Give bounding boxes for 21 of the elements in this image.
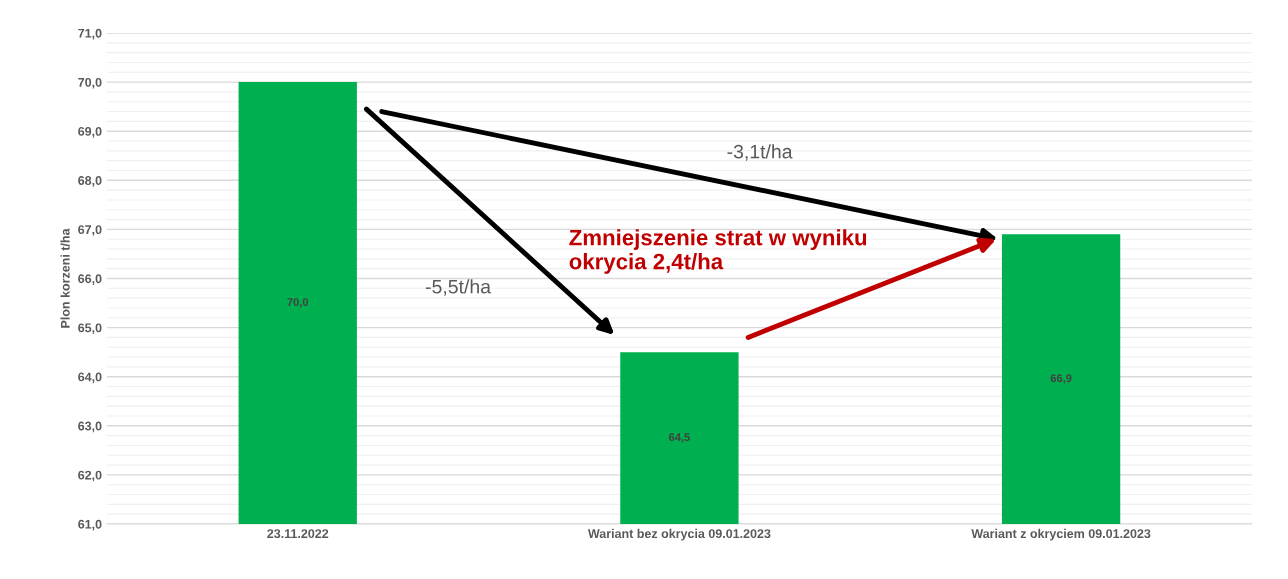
y-tick-label: 65,0 (78, 323, 102, 335)
data-label: 64,5 (669, 433, 690, 443)
y-tick-label: 68,0 (78, 176, 102, 187)
y-axis-title: Plon korzeni t/ha (60, 228, 70, 328)
annotation: Zmniejszenie strat w wyniku okrycia 2,4t/ha (569, 229, 867, 274)
x-tick-label: Wariant z okryciem 09.01.2023 (971, 528, 1151, 541)
data-label: 66,9 (1050, 374, 1072, 384)
y-tick-label: 69,0 (78, 127, 102, 138)
y-tick-label: 64,0 (78, 372, 102, 384)
y-tick-label: 71,0 (78, 28, 102, 40)
data-label: 70,0 (287, 298, 309, 308)
y-tick-label: 62,0 (78, 470, 102, 482)
y-tick-label: 61,0 (78, 519, 102, 531)
x-tick-label: Wariant bez okrycia 09.01.2023 (587, 528, 771, 541)
y-tick-label: 63,0 (78, 421, 102, 433)
y-tick-label: 66,0 (78, 274, 102, 285)
annotation: -5,5t/ha (425, 279, 492, 296)
annotation: -3,1t/ha (727, 144, 793, 161)
y-tick-label: 67,0 (78, 225, 102, 236)
x-tick-label: 23.11.2022 (267, 529, 329, 539)
y-tick-label: 70,0 (78, 77, 102, 89)
